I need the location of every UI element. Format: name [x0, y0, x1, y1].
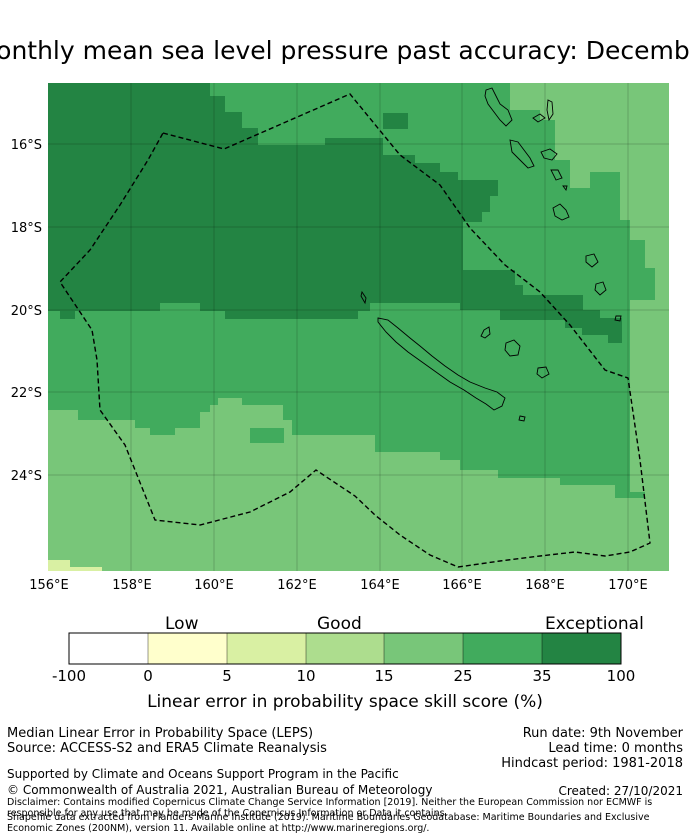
field-pale	[48, 560, 70, 571]
colorbar-tick: 100	[606, 667, 636, 685]
y-tick-label: 24°S	[11, 469, 42, 484]
map-figure: 156°E 158°E 160°E 162°E 164°E 166°E 168°…	[11, 83, 669, 593]
island-coast	[550, 169, 563, 181]
x-tick-label: 170°E	[608, 578, 648, 593]
island-coast	[585, 253, 599, 268]
x-tick-label: 164°E	[360, 578, 400, 593]
run-date: Run date: 9th November	[522, 726, 683, 741]
category-low: Low	[165, 614, 199, 634]
source-text: Source: ACCESS-S2 and ERA5 Climate Reana…	[7, 741, 327, 756]
lead-time: Lead time: 0 months	[548, 741, 683, 756]
colorbar-tick: 15	[374, 667, 394, 685]
eez-boundary	[59, 93, 651, 568]
colorbar-label: Linear error in probability space skill …	[147, 692, 543, 712]
y-tick-label: 22°S	[11, 386, 42, 401]
y-tick-label: 16°S	[11, 138, 42, 153]
gridlines	[48, 83, 669, 571]
shapefile-credit: Shapefile data extracted from Flanders M…	[7, 812, 650, 834]
field-dark	[383, 113, 408, 129]
island-coast	[562, 185, 568, 192]
field-light	[510, 83, 669, 300]
colorbar-segments	[69, 633, 621, 664]
colorbar-dividers	[147, 633, 543, 664]
island-coast	[540, 148, 558, 161]
axis-labels: 156°E 158°E 160°E 162°E 164°E 166°E 168°…	[11, 138, 648, 593]
created-date: Created: 27/10/2021	[558, 784, 683, 798]
island-coast	[484, 87, 513, 127]
field-pale	[70, 567, 102, 571]
x-tick-label: 158°E	[112, 578, 152, 593]
colorbar-tick: 0	[143, 667, 153, 685]
colorbar	[68, 632, 622, 665]
new-caledonia-coast	[377, 317, 506, 411]
island-coast	[480, 326, 491, 339]
colorbar-tick: 35	[532, 667, 552, 685]
colorbar-segment	[384, 633, 463, 664]
island-coast	[614, 315, 622, 322]
support-text: Supported by Climate and Oceans Support …	[7, 767, 399, 781]
coastlines	[360, 87, 622, 422]
y-tick-label: 20°S	[11, 304, 42, 319]
x-tick-label: 162°E	[277, 578, 317, 593]
colorbar-tick: 25	[453, 667, 473, 685]
colorbar-tick: -100	[51, 667, 87, 685]
field-dark	[48, 83, 622, 343]
colorbar-segment	[542, 633, 621, 664]
colorbar-segment	[69, 633, 148, 664]
island-coast	[594, 281, 607, 296]
colorbar-segment	[227, 633, 306, 664]
island-coast	[552, 203, 570, 221]
x-tick-label: 160°E	[194, 578, 234, 593]
y-tick-label: 18°S	[11, 221, 42, 236]
hindcast-period: Hindcast period: 1981-2018	[501, 756, 683, 771]
metric-text: Median Linear Error in Probability Space…	[7, 726, 314, 741]
island-coast	[504, 339, 521, 357]
island-coast	[360, 290, 367, 305]
colorbar-segment	[463, 633, 542, 664]
colorbar-tick: 10	[296, 667, 316, 685]
skill-score-field	[48, 83, 669, 571]
colorbar-frame	[68, 632, 622, 665]
colorbar-tick: 5	[222, 667, 232, 685]
category-exceptional: Exceptional	[545, 614, 644, 634]
x-tick-label: 166°E	[442, 578, 482, 593]
island-coast	[532, 113, 546, 123]
map-title: Monthly mean sea level pressure past acc…	[0, 36, 690, 65]
disclaimer-text: Disclaimer: Contains modified Copernicus…	[7, 797, 653, 819]
field-medium	[250, 428, 284, 443]
island-coast	[518, 415, 526, 422]
colorbar-segment	[306, 633, 384, 664]
copyright-text: © Commonwealth of Australia 2021, Austra…	[7, 783, 433, 797]
category-good: Good	[317, 614, 362, 634]
island-coast	[546, 99, 554, 122]
island-coast	[509, 139, 535, 169]
colorbar-segment	[148, 633, 227, 664]
island-coast	[536, 366, 550, 379]
x-tick-label: 168°E	[525, 578, 565, 593]
x-tick-label: 156°E	[29, 578, 69, 593]
